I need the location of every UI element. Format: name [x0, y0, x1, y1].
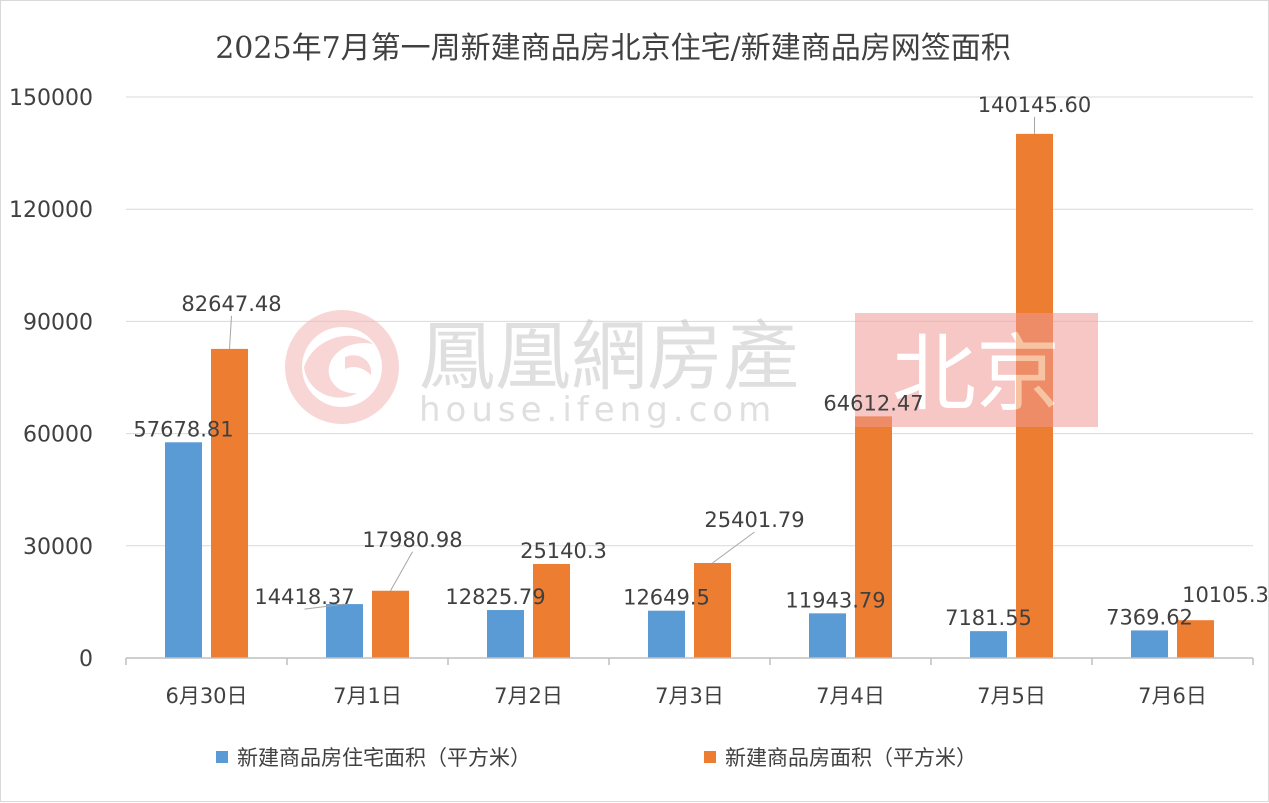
bar-total — [694, 562, 731, 658]
bar-total — [1177, 620, 1214, 658]
bars — [165, 133, 1214, 658]
legend-swatch-total — [704, 751, 716, 763]
chart-title: 2025年7月第一周新建商品房北京住宅/新建商品房网签面积 — [215, 31, 1011, 66]
data-label: 12825.79 — [445, 585, 545, 609]
x-tick-label: 7月3日 — [655, 684, 724, 708]
legend: 新建商品房住宅面积（平方米） 新建商品房面积（平方米） — [216, 746, 977, 770]
data-label: 57678.81 — [133, 417, 233, 441]
label-leader-line — [712, 531, 755, 564]
legend-label-total: 新建商品房面积（平方米） — [725, 746, 977, 770]
x-tick-label: 7月2日 — [494, 684, 563, 708]
legend-label-residential: 新建商品房住宅面积（平方米） — [237, 746, 531, 770]
label-leader-line — [229, 315, 232, 349]
data-label: 7181.55 — [945, 606, 1032, 630]
bar-residential — [970, 631, 1007, 658]
label-leader-line — [390, 551, 413, 591]
legend-swatch-residential — [216, 751, 228, 763]
y-tick-label: 150000 — [9, 86, 93, 111]
watermark-city-text: 北京 — [892, 325, 1060, 423]
data-label: 14418.37 — [254, 585, 354, 609]
bar-residential — [809, 613, 846, 658]
x-tick-label: 7月5日 — [977, 684, 1046, 708]
x-tick-label: 7月6日 — [1138, 684, 1207, 708]
bar-total — [533, 563, 570, 658]
data-label: 7369.62 — [1106, 605, 1193, 629]
bar-total — [372, 590, 409, 658]
bar-residential — [326, 604, 363, 658]
ifeng-phoenix-logo — [285, 310, 399, 424]
watermark: 鳳凰網房產 house.ifeng.com 北京 — [285, 310, 1098, 430]
data-label: 82647.48 — [181, 292, 281, 316]
y-tick-label: 30000 — [23, 535, 93, 560]
data-label: 12649.5 — [623, 586, 710, 610]
watermark-url-text: house.ifeng.com — [419, 390, 776, 430]
bar-residential — [165, 442, 202, 658]
x-tick-label: 7月1日 — [333, 684, 402, 708]
x-axis — [125, 657, 1254, 665]
x-tick-label: 6月30日 — [165, 684, 247, 708]
bar-residential — [1131, 630, 1168, 658]
bar-total — [211, 348, 248, 658]
data-labels: 57678.81 14418.37 12825.79 12649.5 11943.79 7… — [133, 93, 1269, 630]
bar-residential — [487, 610, 524, 658]
data-label: 17980.98 — [362, 528, 462, 552]
data-label: 25140.3 — [520, 539, 607, 563]
y-axis: 0 30000 60000 90000 120000 150000 — [9, 86, 93, 672]
data-label: 140145.60 — [978, 93, 1092, 117]
data-label: 25401.79 — [704, 508, 804, 532]
watermark-brand-text: 鳳凰網房產 — [419, 312, 799, 401]
x-tick-labels: 6月30日 7月1日 7月2日 7月3日 7月4日 7月5日 7月6日 — [165, 684, 1206, 708]
x-tick-label: 7月4日 — [816, 684, 885, 708]
label-leader-line — [304, 603, 345, 610]
y-tick-label: 120000 — [9, 198, 93, 223]
bar-residential — [648, 610, 685, 658]
data-label: 64612.47 — [823, 391, 923, 415]
data-label: 10105.3 — [1182, 583, 1269, 607]
data-label: 11943.79 — [785, 588, 885, 612]
y-tick-label: 90000 — [23, 310, 93, 335]
y-tick-label: 60000 — [23, 423, 93, 448]
watermark-city-box — [855, 313, 1098, 427]
y-tick-label: 0 — [79, 647, 93, 672]
bar-total — [855, 416, 892, 658]
